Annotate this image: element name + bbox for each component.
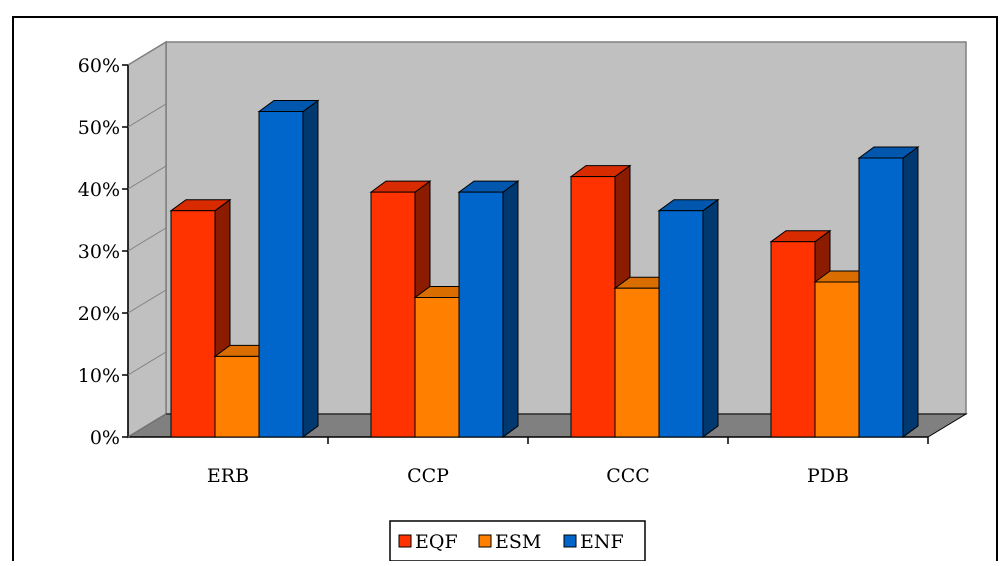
- legend-swatch-eqf: [398, 534, 412, 548]
- bar-front-face: [414, 297, 460, 438]
- bar-enf-ccc: [657, 198, 720, 438]
- y-tick-depth-line: [127, 165, 167, 190]
- chart-legend: EQF ESM ENF: [389, 520, 646, 562]
- y-tick-depth-line: [127, 103, 167, 128]
- legend-swatch-esm: [478, 534, 492, 548]
- bar-front-face: [258, 111, 304, 438]
- y-tick-depth-line: [127, 227, 167, 252]
- bar-side-face: [702, 198, 719, 438]
- bar-front-face: [858, 157, 904, 438]
- y-tick-label: 20%: [78, 303, 120, 325]
- legend-label-esm: ESM: [495, 531, 541, 553]
- y-tick-label: 0%: [90, 427, 120, 449]
- bar-front-face: [214, 355, 260, 438]
- legend-label-eqf: EQF: [415, 531, 458, 553]
- bar-side-face: [502, 180, 519, 438]
- bar-enf-erb: [257, 99, 320, 438]
- bar-front-face: [458, 191, 504, 438]
- y-tick-label: 10%: [78, 365, 120, 387]
- bar-side-face: [302, 99, 319, 438]
- legend-label-enf: ENF: [580, 531, 624, 553]
- bar-front-face: [814, 281, 860, 438]
- bar-front-face: [614, 287, 660, 438]
- category-label: PDB: [807, 465, 849, 487]
- y-tick-label: 30%: [78, 241, 120, 263]
- y-tick-depth-line: [127, 41, 167, 66]
- y-tick-label: 40%: [78, 179, 120, 201]
- bar-side-face: [902, 146, 919, 438]
- legend-box: [389, 520, 646, 562]
- y-tick-depth-line: [127, 289, 167, 314]
- y-tick-label: 50%: [78, 117, 120, 139]
- y-tick-depth-line: [127, 351, 167, 376]
- y-tick-label: 60%: [78, 55, 120, 77]
- legend-swatch-enf: [563, 534, 577, 548]
- category-label: CCP: [407, 465, 449, 487]
- bar-enf-pdb: [857, 146, 920, 438]
- category-label: CCC: [606, 465, 650, 487]
- bar-enf-ccp: [457, 180, 520, 438]
- bar-front-face: [170, 210, 216, 438]
- category-label: ERB: [207, 465, 249, 487]
- bar-front-face: [658, 210, 704, 438]
- bar-front-face: [570, 176, 616, 438]
- y-tick-depth-line: [127, 413, 167, 438]
- bar-front-face: [370, 191, 416, 438]
- bar-front-face: [770, 241, 816, 438]
- chart-bars: [169, 99, 920, 438]
